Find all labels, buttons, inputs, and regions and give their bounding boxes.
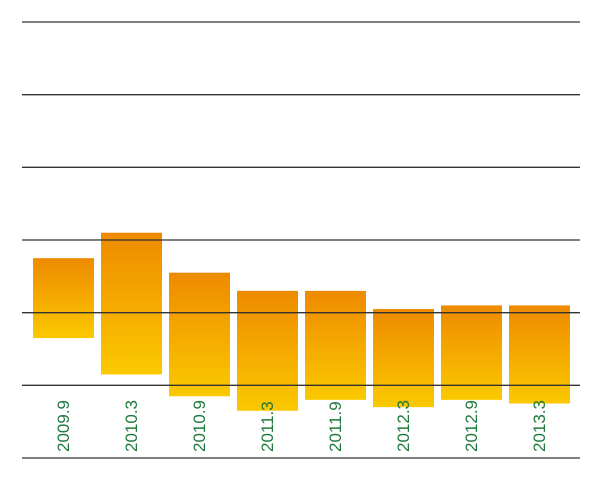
x-tick-label: 2010.9: [190, 400, 209, 452]
bar: [237, 290, 298, 411]
x-tick-label: 2010.3: [122, 400, 141, 452]
bar: [305, 290, 366, 400]
bar: [441, 305, 502, 400]
x-tick-label: 2013.3: [530, 400, 549, 452]
x-tick-label: 2012.3: [394, 400, 413, 452]
x-tick-label: 2011.3: [258, 401, 277, 452]
bar: [169, 272, 230, 397]
bar: [373, 309, 434, 408]
x-tick-label: 2011.9: [326, 401, 345, 452]
x-tick-label: 2009.9: [54, 400, 73, 452]
bar: [509, 305, 570, 404]
bar: [33, 258, 94, 339]
bar: [101, 232, 162, 375]
x-tick-label: 2012.9: [462, 400, 481, 452]
